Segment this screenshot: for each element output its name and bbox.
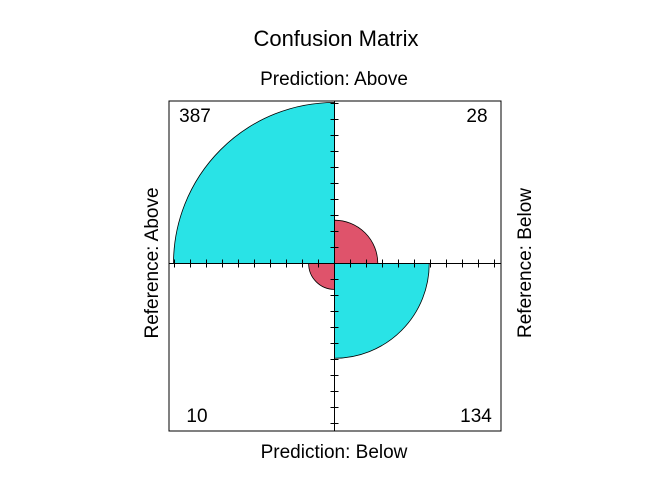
quadrant-top-left (173, 102, 335, 264)
right-label: Reference: Below (515, 188, 536, 338)
bottom-label: Prediction: Below (261, 442, 408, 463)
count-label-bottom-left: 10 (186, 406, 207, 427)
quadrant-bottom-right (334, 263, 430, 359)
quadrant-top-right (334, 219, 379, 264)
count-label-top-left: 387 (179, 106, 211, 127)
count-label-top-right: 28 (466, 106, 487, 127)
left-label: Reference: Above (142, 187, 163, 338)
chart-title: Confusion Matrix (253, 26, 418, 51)
count-label-bottom-right: 134 (460, 406, 492, 427)
top-label: Prediction: Above (260, 69, 408, 90)
quadrant-bottom-left (308, 263, 335, 290)
